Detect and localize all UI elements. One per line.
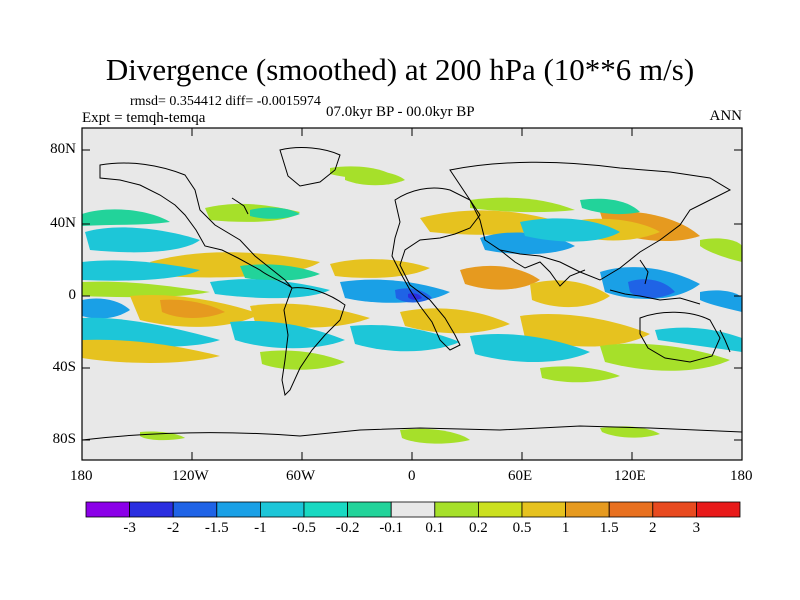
coastline-arabia-india [499, 249, 586, 287]
colorbar-box [565, 501, 610, 518]
lat-label: 40S [52, 359, 76, 375]
field-patch [470, 197, 575, 213]
coastline-europe-africa [391, 187, 481, 351]
colorbar-box [696, 501, 741, 518]
colorbar-label: -3 [123, 520, 136, 536]
field-patch [82, 298, 130, 319]
colorbar-box [347, 501, 392, 518]
lat-label: 40N [50, 215, 76, 231]
lon-label: 120E [614, 468, 646, 484]
field-patch [400, 308, 510, 334]
colorbar-box [85, 501, 130, 518]
colorbar-box [434, 501, 479, 518]
chart-title: Divergence (smoothed) at 200 hPa (10**6 … [105, 52, 695, 87]
colorbar-box [172, 501, 218, 518]
coastline-greenland [279, 147, 341, 187]
colorbar-box [390, 501, 436, 518]
field-patch [82, 281, 210, 298]
latitude-ticks [82, 149, 742, 441]
colorbar-label: 0.2 [469, 520, 488, 536]
field-patch [82, 339, 220, 363]
colorbar-label: -0.1 [379, 520, 404, 536]
field-patch [530, 280, 610, 308]
lon-label: 180 [70, 468, 93, 484]
field-patch [520, 218, 620, 242]
field-patch [85, 227, 200, 253]
colorbar-label: -1 [254, 520, 267, 536]
field-patch [580, 198, 640, 215]
lat-label: 0 [68, 287, 77, 303]
field-patch [82, 260, 200, 281]
divergence-fields [82, 166, 742, 444]
field-patch [520, 314, 650, 347]
colorbar-box [608, 501, 654, 518]
field-patch [350, 324, 460, 352]
field-patch [82, 317, 220, 347]
field-patch [628, 279, 675, 298]
lon-label: 180 [730, 468, 753, 484]
field-patch [82, 209, 170, 226]
field-patch [210, 279, 330, 299]
colorbar-box [477, 501, 523, 518]
field-patch [400, 428, 470, 444]
colorbar-label: 0.1 [425, 520, 445, 536]
coastlines [82, 147, 742, 441]
colorbar-label: -0.2 [335, 520, 360, 536]
colorbar-label: -2 [166, 520, 180, 536]
coastline-indonesia [609, 289, 701, 305]
coastline-islands [231, 197, 731, 353]
colorbar-box [216, 501, 261, 518]
field-patch [240, 264, 320, 281]
colorbar [85, 501, 741, 518]
lat-label: 80S [52, 431, 76, 447]
field-patch [260, 350, 345, 370]
lat-label: 80N [50, 141, 76, 157]
field-patch [600, 343, 730, 371]
colorbar-box [129, 501, 174, 518]
longitude-ticks [81, 128, 743, 460]
field-patch [330, 166, 390, 178]
coastline-antarctica [82, 425, 742, 441]
colorbar-label: 0.5 [512, 520, 532, 536]
coastline-south-america [281, 287, 346, 397]
colorbar-label: 2 [649, 520, 657, 536]
season-label: ANN [709, 108, 743, 124]
field-patch [330, 259, 430, 278]
field-patch [540, 366, 620, 383]
field-patch [700, 238, 742, 262]
field-patch [655, 327, 742, 352]
lon-label: 0 [408, 468, 416, 484]
field-patch [250, 207, 300, 219]
field-patch [470, 333, 590, 362]
colorbar-label: 1.5 [599, 520, 619, 536]
field-patch [460, 265, 540, 290]
colorbar-box [521, 501, 566, 518]
field-patch [700, 290, 742, 312]
colorbar-label: -1.5 [204, 520, 229, 536]
field-patch [600, 426, 660, 438]
colorbar-label: 1 [561, 520, 570, 536]
field-patch [160, 299, 225, 318]
colorbar-label: -0.5 [292, 520, 316, 536]
coastline-asia [449, 161, 732, 281]
period-label: 07.0kyr BP - 00.0kyr BP [326, 104, 475, 120]
colorbar-label: 3 [692, 520, 701, 536]
lon-label: 120W [172, 468, 209, 484]
lon-label: 60W [286, 468, 316, 484]
coastline-australia [639, 311, 721, 363]
colorbar-box [259, 501, 305, 518]
experiment-label: Expt = temqh-temqa [82, 110, 206, 126]
lon-label: 60E [508, 468, 533, 484]
stats-text: rmsd= 0.354412 diff= -0.0015974 [130, 94, 321, 109]
colorbar-box [652, 501, 697, 518]
field-patch [250, 303, 370, 328]
field-patch [408, 293, 422, 300]
colorbar-box [303, 501, 348, 518]
